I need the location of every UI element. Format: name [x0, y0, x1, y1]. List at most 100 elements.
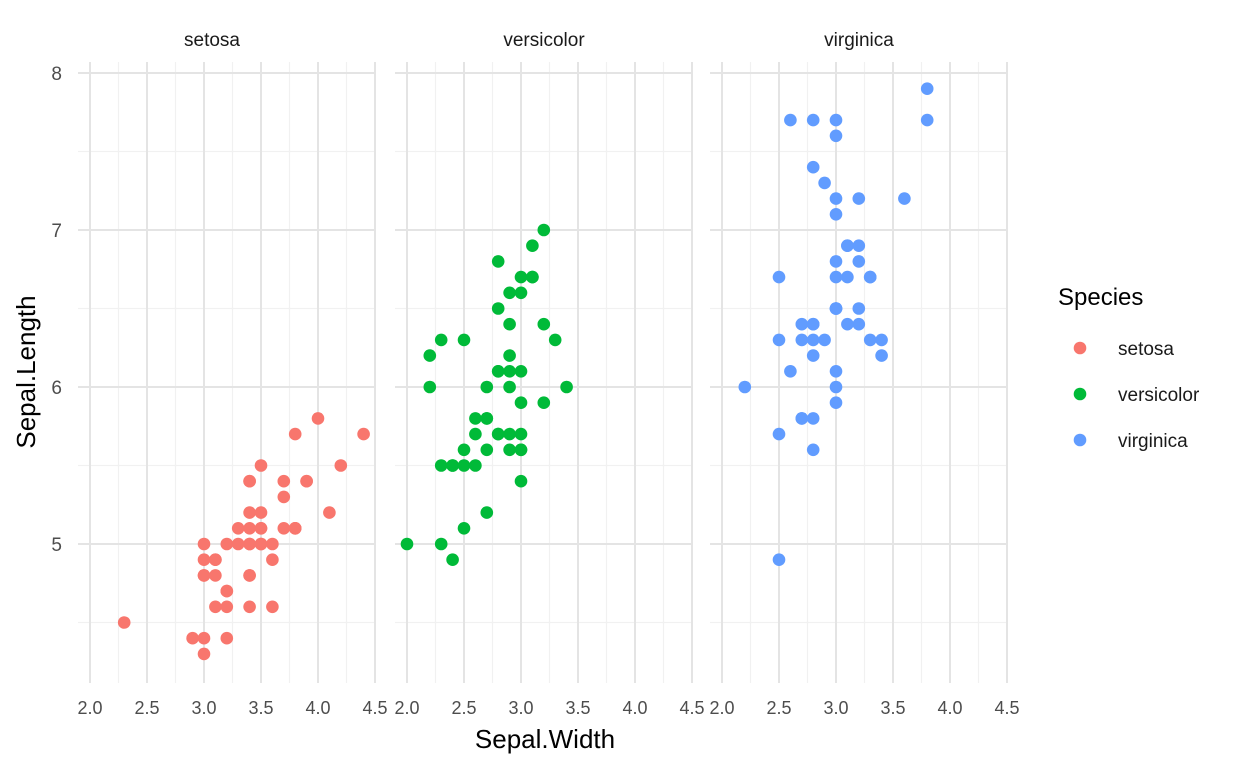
- y-tick-label: 6: [51, 378, 62, 399]
- x-tick-label: 2.0: [394, 698, 419, 718]
- data-point: [357, 427, 370, 441]
- data-point: [772, 553, 786, 566]
- x-tick-label: 4.0: [622, 698, 647, 718]
- data-point: [400, 537, 414, 551]
- data-point: [548, 333, 562, 347]
- data-point: [220, 631, 234, 645]
- data-point: [423, 380, 437, 394]
- x-tick-label: 4.5: [679, 698, 704, 718]
- data-point: [829, 129, 843, 143]
- data-point: [254, 459, 268, 472]
- y-axis: 5 6 7 8: [51, 64, 62, 556]
- data-point: [818, 176, 831, 190]
- y-axis-title: Sepal.Length: [11, 295, 41, 448]
- data-point: [334, 459, 348, 472]
- data-point: [434, 333, 448, 347]
- data-point: [841, 239, 854, 252]
- facet-panel-virginica: virginica: [710, 30, 1008, 683]
- y-tick-label: 7: [51, 221, 62, 242]
- data-point: [243, 537, 256, 551]
- data-point: [829, 365, 843, 378]
- data-point: [186, 631, 199, 645]
- data-point: [537, 223, 551, 237]
- data-point: [772, 333, 786, 347]
- data-point: [920, 82, 934, 95]
- data-point: [220, 537, 234, 551]
- data-point: [469, 427, 482, 441]
- data-point: [469, 459, 482, 472]
- data-point: [288, 427, 302, 441]
- data-point: [841, 270, 854, 284]
- data-point: [514, 427, 528, 441]
- y-tick-label: 8: [51, 64, 62, 85]
- data-point: [898, 192, 911, 205]
- data-point: [829, 192, 843, 205]
- data-point: [514, 396, 528, 410]
- data-point: [254, 522, 268, 535]
- x-tick-label: 2.0: [77, 698, 102, 718]
- data-point: [560, 380, 573, 394]
- data-point: [491, 302, 505, 315]
- data-point: [795, 317, 809, 331]
- data-point: [829, 302, 843, 315]
- data-point: [829, 255, 843, 268]
- data-point: [243, 600, 256, 614]
- data-point: [503, 365, 516, 378]
- data-point: [311, 412, 325, 425]
- legend-label-setosa: setosa: [1118, 339, 1174, 360]
- data-point: [480, 380, 494, 394]
- data-point: [288, 522, 302, 535]
- data-point: [209, 600, 222, 614]
- x-axis-title: Sepal.Width: [475, 724, 615, 754]
- data-point: [491, 365, 505, 378]
- data-point: [852, 255, 866, 268]
- data-point: [503, 380, 516, 394]
- data-point: [503, 317, 516, 331]
- data-point: [423, 349, 437, 362]
- x-tick-label: 2.5: [451, 698, 476, 718]
- data-point: [806, 333, 820, 347]
- data-point: [491, 427, 505, 441]
- data-point: [503, 286, 516, 300]
- data-point: [491, 255, 505, 268]
- x-tick-label: 3.0: [823, 698, 848, 718]
- data-point: [806, 317, 820, 331]
- data-point: [277, 474, 291, 488]
- data-point: [795, 412, 809, 425]
- data-point: [818, 333, 831, 347]
- data-point: [829, 270, 843, 284]
- data-point: [300, 474, 313, 488]
- data-point: [852, 192, 866, 205]
- data-point: [434, 459, 448, 472]
- facet-title: versicolor: [503, 30, 585, 51]
- facet-title: virginica: [824, 30, 894, 51]
- legend-key-versicolor: [1073, 387, 1087, 401]
- data-point: [503, 349, 516, 362]
- x-tick-label: 2.5: [134, 698, 159, 718]
- data-point: [209, 569, 222, 582]
- data-point: [920, 113, 934, 127]
- data-point: [514, 270, 528, 284]
- data-point: [243, 569, 256, 582]
- data-point: [514, 474, 528, 488]
- data-point: [197, 631, 211, 645]
- x-tick-label: 3.0: [191, 698, 216, 718]
- data-point: [277, 490, 291, 504]
- data-point: [197, 537, 211, 551]
- y-tick-label: 5: [51, 535, 62, 556]
- data-point: [457, 443, 471, 457]
- data-point: [434, 537, 448, 551]
- data-point: [480, 506, 494, 519]
- data-point: [277, 522, 291, 535]
- data-point: [457, 459, 471, 472]
- data-point: [806, 412, 820, 425]
- data-point: [197, 569, 211, 582]
- data-point: [806, 349, 820, 362]
- data-point: [514, 365, 528, 378]
- data-point: [806, 113, 820, 127]
- data-point: [254, 537, 268, 551]
- data-point: [772, 427, 786, 441]
- data-point: [784, 365, 797, 378]
- data-point: [863, 333, 877, 347]
- x-tick-label: 3.0: [508, 698, 533, 718]
